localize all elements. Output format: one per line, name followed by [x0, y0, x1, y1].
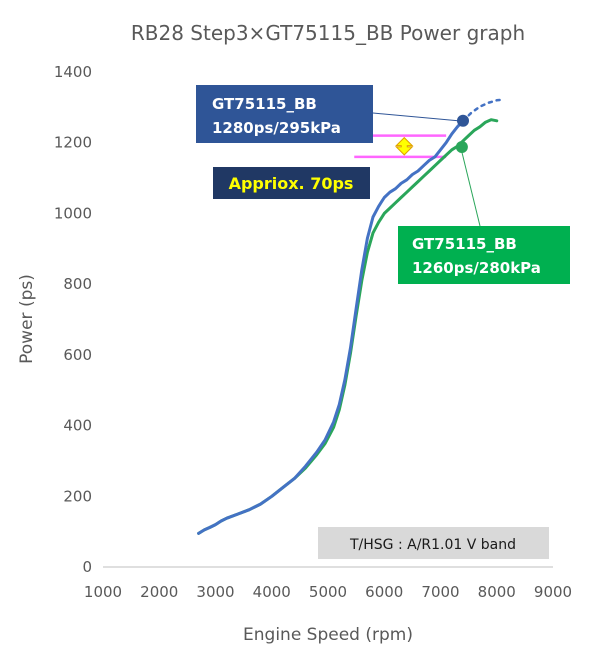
y-tick-label: 1400 — [54, 63, 92, 81]
blue-callout-leader — [372, 112, 459, 122]
x-tick-label: 7000 — [421, 583, 459, 601]
series-marker-1 — [455, 140, 468, 153]
x-tick-label: 2000 — [140, 583, 178, 601]
x-tick-label: 9000 — [534, 583, 572, 601]
x-tick-label: 1000 — [84, 583, 122, 601]
note-text: T/HSG : A/R1.01 V band — [349, 537, 516, 553]
green-callout-line2: 1260ps/280kPa — [412, 259, 541, 277]
y-tick-label: 1200 — [54, 134, 92, 152]
blue-callout-box — [196, 85, 373, 143]
x-axis-ticks: 1000 2000 3000 4000 5000 6000 7000 8000 9000 — [84, 583, 572, 601]
y-tick-label: 200 — [63, 487, 92, 505]
y-tick-label: 400 — [63, 417, 92, 435]
series-line-1 — [461, 98, 504, 123]
blue-callout-line1: GT75115_BB — [212, 95, 317, 113]
chart-title: RB28 Step3×GT75115_BB Power graph — [131, 21, 525, 45]
y-axis-label: Power (ps) — [17, 274, 37, 364]
x-tick-label: 3000 — [196, 583, 234, 601]
y-tick-label: 0 — [82, 558, 92, 576]
series-layer — [197, 98, 504, 535]
green-callout-line1: GT75115_BB — [412, 235, 517, 253]
x-tick-label: 5000 — [309, 583, 347, 601]
green-callout-leader — [461, 151, 481, 227]
x-tick-label: 8000 — [478, 583, 516, 601]
x-tick-label: 4000 — [253, 583, 291, 601]
note-box — [318, 527, 549, 559]
approx-label-box — [213, 167, 370, 199]
y-tick-label: 600 — [63, 346, 92, 364]
series-line-0 — [197, 119, 465, 535]
y-axis-ticks: 0 200 400 600 800 1000 1200 1400 — [54, 63, 92, 576]
approx-label: Appriox. 70ps — [229, 174, 354, 193]
y-tick-label: 1000 — [54, 204, 92, 222]
y-tick-label: 800 — [63, 275, 92, 293]
double-arrow-icon — [395, 136, 414, 156]
marker-layer — [455, 114, 469, 153]
x-axis-label: Engine Speed (rpm) — [243, 625, 413, 645]
x-tick-label: 6000 — [365, 583, 403, 601]
series-marker-0 — [457, 114, 469, 127]
green-callout-box — [398, 226, 570, 284]
blue-callout-line2: 1280ps/295kPa — [212, 119, 341, 137]
